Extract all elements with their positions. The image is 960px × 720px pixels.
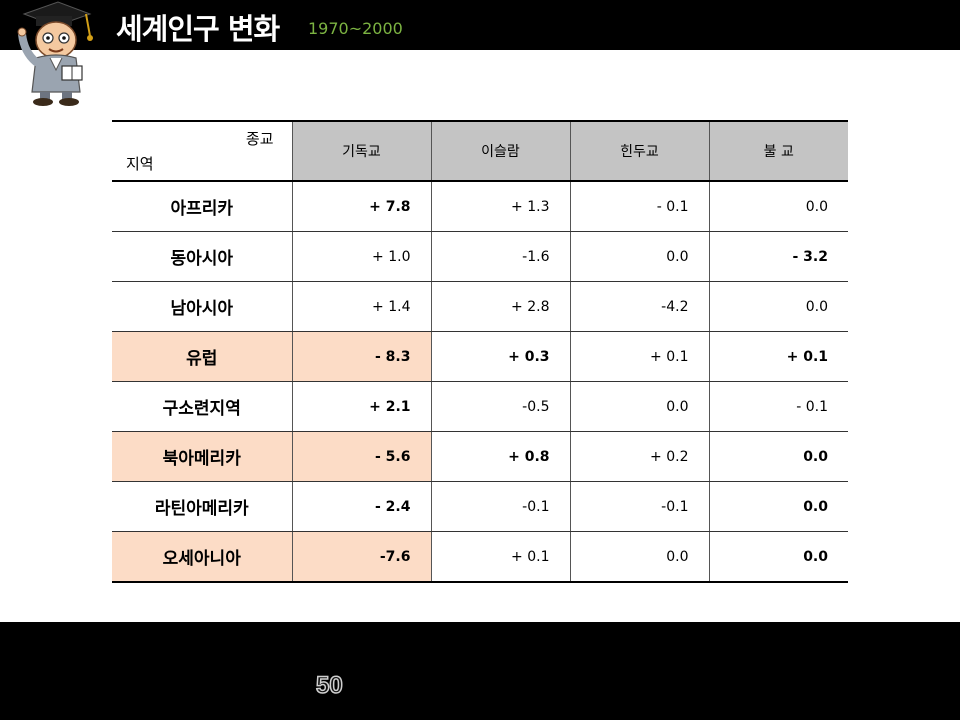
value-cell: -0.1 bbox=[570, 481, 710, 532]
value-cell: -7.6 bbox=[292, 531, 432, 583]
value-cell: + 0.1 bbox=[570, 331, 710, 382]
value-cell: 0.0 bbox=[709, 431, 848, 482]
value-cell: - 8.3 bbox=[292, 331, 432, 382]
religion-change-table: 종교 지역 기독교 이슬람 힌두교 불 교 아프리카 + 7.8 + 1.3- 0.… bbox=[112, 120, 848, 583]
value-cell: - 2.4 bbox=[292, 481, 432, 532]
religion-axis-label: 종교 bbox=[245, 130, 274, 148]
value-cell: + 2.1 bbox=[292, 381, 432, 432]
value-cell: - 0.1 bbox=[570, 181, 710, 232]
region-cell: 아프리카 bbox=[112, 181, 293, 232]
table-header-row: 종교 지역 기독교 이슬람 힌두교 불 교 bbox=[112, 120, 848, 182]
value-cell: + 7.8 bbox=[292, 181, 432, 232]
value-cell: - 5.6 bbox=[292, 431, 432, 482]
value-cell: + 0.2 bbox=[570, 431, 710, 482]
value-cell: + 0.1 bbox=[709, 331, 848, 382]
region-cell: 구소련지역 bbox=[112, 381, 293, 432]
value-cell: 0.0 bbox=[709, 481, 848, 532]
column-header: 이슬람 bbox=[431, 120, 571, 182]
value-cell: + 0.1 bbox=[431, 531, 571, 583]
value-cell: 0.0 bbox=[570, 231, 710, 282]
column-header: 힌두교 bbox=[570, 120, 710, 182]
region-cell: 오세아니아 bbox=[112, 531, 293, 583]
table-row: 아프리카 + 7.8 + 1.3- 0.1 0.0 bbox=[112, 181, 848, 232]
region-cell: 동아시아 bbox=[112, 231, 293, 282]
value-cell: + 1.3 bbox=[431, 181, 571, 232]
corner-header-cell: 종교 지역 bbox=[112, 120, 293, 182]
value-cell: 0.0 bbox=[709, 181, 848, 232]
region-cell: 남아시아 bbox=[112, 281, 293, 332]
table-row: 남아시아 + 1.4 + 2.8 -4.2 0.0 bbox=[112, 281, 848, 332]
table-row: 라틴아메리카 - 2.4 -0.1 -0.1 0.0 bbox=[112, 481, 848, 532]
value-cell: 0.0 bbox=[709, 531, 848, 583]
value-cell: + 0.3 bbox=[431, 331, 571, 382]
title-bar bbox=[0, 0, 960, 50]
value-cell: + 1.0 bbox=[292, 231, 432, 282]
page-number: 50 bbox=[315, 671, 343, 700]
column-header: 불 교 bbox=[709, 120, 848, 182]
slide-title: 세계인구 변화 bbox=[116, 12, 280, 46]
value-cell: 0.0 bbox=[570, 531, 710, 583]
region-axis-label: 지역 bbox=[126, 155, 154, 173]
footer-bar bbox=[0, 622, 960, 720]
table-row: 오세아니아 -7.6 + 0.1 0.0 0.0 bbox=[112, 531, 848, 583]
value-cell: 0.0 bbox=[570, 381, 710, 432]
graduate-professor-icon bbox=[17, 1, 93, 106]
value-cell: - 0.1 bbox=[709, 381, 848, 432]
value-cell: -1.6 bbox=[431, 231, 571, 282]
value-cell: + 2.8 bbox=[431, 281, 571, 332]
table-row: 동아시아 + 1.0 -1.6 0.0- 3.2 bbox=[112, 231, 848, 282]
table-row: 구소련지역 + 2.1 -0.5 0.0- 0.1 bbox=[112, 381, 848, 432]
table-row: 북아메리카 - 5.6 + 0.8 + 0.2 0.0 bbox=[112, 431, 848, 482]
value-cell: + 0.8 bbox=[431, 431, 571, 482]
region-cell: 라틴아메리카 bbox=[112, 481, 293, 532]
value-cell: 0.0 bbox=[709, 281, 848, 332]
region-cell: 유럽 bbox=[112, 331, 293, 382]
slide-subtitle: 1970~2000 bbox=[308, 19, 403, 38]
column-header: 기독교 bbox=[292, 120, 432, 182]
region-cell: 북아메리카 bbox=[112, 431, 293, 482]
value-cell: - 3.2 bbox=[709, 231, 848, 282]
value-cell: + 1.4 bbox=[292, 281, 432, 332]
value-cell: -0.5 bbox=[431, 381, 571, 432]
value-cell: -4.2 bbox=[570, 281, 710, 332]
table-row: 유럽 - 8.3 + 0.3 + 0.1 + 0.1 bbox=[112, 331, 848, 382]
value-cell: -0.1 bbox=[431, 481, 571, 532]
